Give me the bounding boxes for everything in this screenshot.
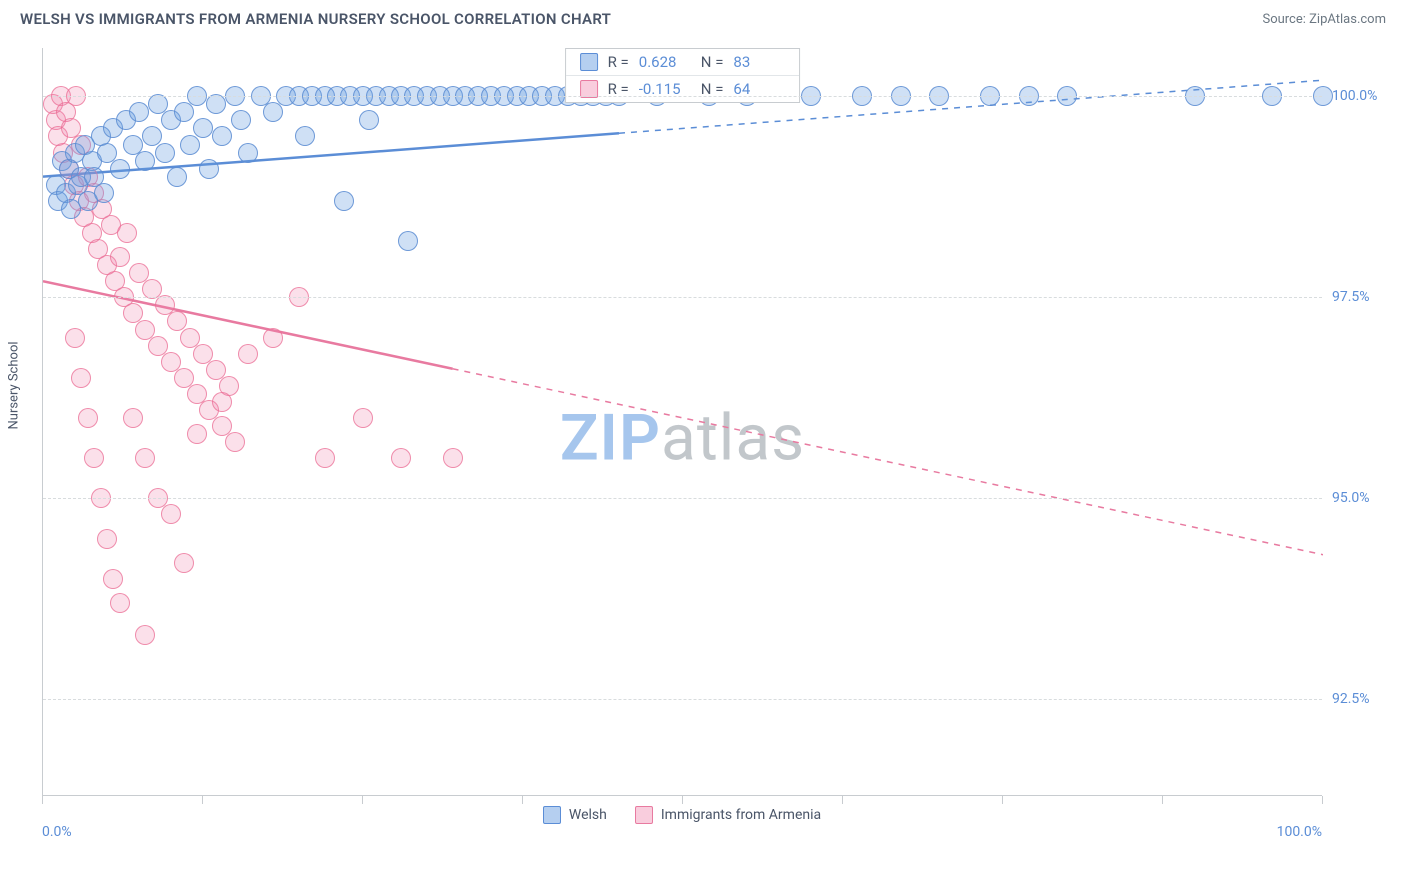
- data-point-armenia: [123, 408, 143, 428]
- data-point-welsh: [206, 94, 226, 114]
- x-tick-label: 0.0%: [42, 824, 72, 840]
- data-point-welsh: [199, 159, 219, 179]
- trend-lines-svg: [43, 48, 1323, 796]
- y-axis-label: Nursery School: [7, 341, 22, 429]
- x-tick-mark: [682, 796, 683, 804]
- data-point-armenia: [78, 408, 98, 428]
- data-point-armenia: [135, 448, 155, 468]
- data-point-armenia: [353, 408, 373, 428]
- x-tick-mark: [842, 796, 843, 804]
- n-label: N =: [701, 53, 724, 71]
- x-tick-label: 100.0%: [1277, 824, 1322, 840]
- data-point-armenia: [117, 223, 137, 243]
- plot-area: ZIPatlas R = 0.628 N = 83 R = -0.115 N =…: [42, 48, 1322, 796]
- data-point-armenia: [238, 344, 258, 364]
- chart-title: WELSH VS IMMIGRANTS FROM ARMENIA NURSERY…: [20, 10, 611, 28]
- data-point-armenia: [187, 424, 207, 444]
- legend-label-welsh: Welsh: [569, 807, 607, 823]
- data-point-armenia: [103, 569, 123, 589]
- data-point-armenia: [174, 553, 194, 573]
- data-point-armenia: [212, 392, 232, 412]
- watermark-rest: atlas: [661, 401, 805, 476]
- data-point-welsh: [167, 167, 187, 187]
- swatch-armenia-icon: [635, 806, 653, 824]
- x-tick-mark: [1322, 796, 1323, 804]
- data-point-welsh: [238, 143, 258, 163]
- gridline-horizontal: [43, 498, 1322, 499]
- y-tick-label: 92.5%: [1332, 691, 1370, 707]
- data-point-armenia: [225, 432, 245, 452]
- n-value-welsh: 83: [733, 53, 785, 71]
- data-point-welsh: [174, 102, 194, 122]
- x-tick-mark: [522, 796, 523, 804]
- data-point-welsh: [155, 143, 175, 163]
- legend-label-armenia: Immigrants from Armenia: [661, 807, 821, 823]
- x-tick-mark: [202, 796, 203, 804]
- data-point-welsh: [231, 110, 251, 130]
- data-point-welsh: [94, 183, 114, 203]
- data-point-welsh: [212, 126, 232, 146]
- gridline-horizontal: [43, 297, 1322, 298]
- trendline-dashed-armenia: [453, 369, 1323, 555]
- y-tick-label: 100.0%: [1332, 88, 1377, 104]
- source-name: ZipAtlas.com: [1309, 12, 1386, 27]
- data-point-welsh: [359, 110, 379, 130]
- data-point-welsh: [295, 126, 315, 146]
- data-point-welsh: [398, 231, 418, 251]
- legend-stats-row-welsh: R = 0.628 N = 83: [566, 49, 800, 75]
- data-point-armenia: [391, 448, 411, 468]
- data-point-welsh: [135, 151, 155, 171]
- source-prefix: Source:: [1262, 12, 1309, 27]
- legend-stats-box: R = 0.628 N = 83 R = -0.115 N = 64: [565, 48, 801, 103]
- swatch-welsh-icon: [543, 806, 561, 824]
- y-tick-label: 95.0%: [1332, 490, 1370, 506]
- data-point-armenia: [161, 504, 181, 524]
- legend-item-armenia: Immigrants from Armenia: [635, 806, 821, 824]
- legend-stats-row-armenia: R = -0.115 N = 64: [566, 75, 800, 102]
- data-point-armenia: [65, 328, 85, 348]
- gridline-horizontal: [43, 699, 1322, 700]
- data-point-welsh: [193, 118, 213, 138]
- r-value-welsh: 0.628: [639, 53, 691, 71]
- x-tick-mark: [1002, 796, 1003, 804]
- source-credit: Source: ZipAtlas.com: [1262, 12, 1386, 27]
- data-point-armenia: [97, 529, 117, 549]
- x-tick-mark: [42, 796, 43, 804]
- data-point-armenia: [110, 247, 130, 267]
- watermark-accent: ZIP: [560, 401, 661, 476]
- data-point-armenia: [315, 448, 335, 468]
- data-point-armenia: [443, 448, 463, 468]
- chart-container: Nursery School ZIPatlas R = 0.628 N = 83…: [42, 48, 1392, 828]
- data-point-armenia: [84, 448, 104, 468]
- data-point-welsh: [110, 159, 130, 179]
- data-point-welsh: [334, 191, 354, 211]
- data-point-armenia: [110, 593, 130, 613]
- data-point-armenia: [71, 368, 91, 388]
- watermark: ZIPatlas: [560, 401, 805, 476]
- data-point-armenia: [135, 625, 155, 645]
- swatch-welsh-icon: [580, 53, 598, 71]
- data-point-welsh: [263, 102, 283, 122]
- bottom-legend: Welsh Immigrants from Armenia: [42, 806, 1322, 824]
- data-point-armenia: [263, 328, 283, 348]
- legend-item-welsh: Welsh: [543, 806, 607, 824]
- chart-header: WELSH VS IMMIGRANTS FROM ARMENIA NURSERY…: [0, 0, 1406, 34]
- r-label: R =: [608, 53, 629, 71]
- x-tick-mark: [362, 796, 363, 804]
- x-tick-mark: [1162, 796, 1163, 804]
- data-point-welsh: [129, 102, 149, 122]
- data-point-welsh: [180, 135, 200, 155]
- y-tick-label: 97.5%: [1332, 289, 1370, 305]
- gridline-horizontal: [43, 96, 1322, 97]
